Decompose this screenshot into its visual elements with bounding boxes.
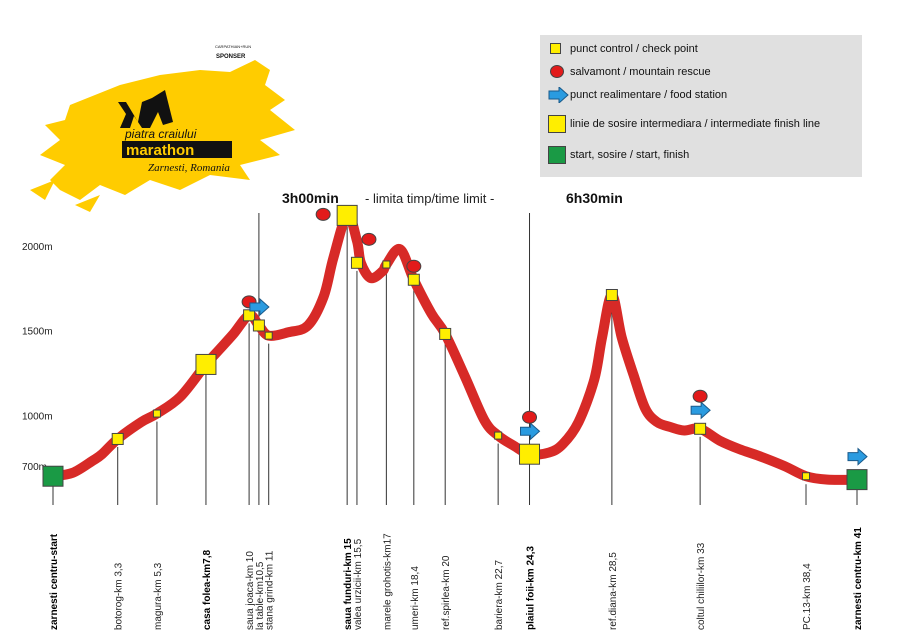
y-tick-label: 2000m (22, 242, 53, 253)
legend-panel: punct control / check point salvamont / … (540, 35, 862, 177)
checkpoint-marker (846, 469, 868, 491)
checkpoint-marker (382, 260, 391, 269)
legend-checkpoint-label: punct control / check point (570, 43, 698, 55)
checkpoint-square-icon (550, 43, 561, 54)
checkpoint-label: zarnesti centru-start (49, 533, 60, 630)
food-arrow-icon (548, 87, 569, 103)
time-limit-3h: 3h00min (282, 190, 339, 206)
checkpoint-marker (195, 353, 217, 375)
checkpoint-label: PC.13-km 38,4 (802, 563, 813, 630)
time-limit-6h: 6h30min (566, 190, 623, 206)
logo-line1: piatra craiului (124, 127, 197, 141)
food-station-arrow (249, 297, 270, 317)
checkpoint-label: umeri-km 18,4 (410, 566, 421, 630)
checkpoint-marker (350, 256, 363, 269)
time-limit-caption: - limita timp/time limit - (365, 191, 494, 206)
legend-food-label: punct realimentare / food station (570, 89, 728, 101)
logo-splash-drops (30, 180, 100, 212)
checkpoint-label: plaiul foii-km 24,3 (526, 546, 537, 630)
checkpoint-label: magura-km 5,3 (153, 562, 164, 630)
y-axis: 700m 1000m 1500m 2000m (22, 242, 53, 473)
checkpoint-label: saua funduri-km 15 (343, 538, 354, 630)
checkpoint-marker (494, 431, 503, 440)
checkpoint-label: stana grind-km 11 (265, 550, 276, 630)
logo-line3: Zarnesti, Romania (148, 162, 230, 174)
logo-yellow-splash (40, 60, 295, 200)
legend-start: start, sosire / start, finish (540, 146, 689, 164)
y-tick-label: 1000m (22, 411, 53, 422)
mountain-rescue-dot (406, 259, 422, 273)
checkpoint-label: coltul chiliilor-km 33 (696, 542, 707, 630)
food-station-arrow (520, 422, 541, 441)
legend-rescue-label: salvamont / mountain rescue (570, 66, 711, 78)
legend-food: punct realimentare / food station (540, 86, 727, 104)
start-square-icon (548, 146, 566, 164)
checkpoint-label: zarnesti centru-km 41 (853, 527, 864, 630)
checkpoint-marker (264, 331, 273, 340)
marathon-logo: piatra craiului marathon Zarnesti, Roman… (30, 30, 300, 215)
checkpoint-marker (519, 443, 541, 465)
legend-intermediate-label: linie de sosire intermediara / intermedi… (570, 118, 821, 130)
checkpoint-labels: zarnesti centru-start botorog-km 3,3 magur… (49, 527, 864, 630)
checkpoint-label: ref.diana-km 28,5 (608, 552, 619, 630)
checkpoint-label: botorog-km 3,3 (114, 562, 125, 630)
checkpoint-markers (42, 204, 868, 491)
checkpoint-droplines (52, 213, 858, 505)
checkpoint-marker (605, 288, 618, 301)
checkpoint-label: bariera-km 22,7 (494, 560, 505, 630)
logo-graphic: piatra craiului marathon Zarnesti, Roman… (30, 44, 295, 212)
checkpoint-marker (252, 319, 265, 332)
rescue-dot-icon (550, 65, 564, 78)
y-tick-label: 700m (22, 462, 47, 473)
mountain-rescue-dot (361, 232, 377, 246)
food-station-arrow (690, 401, 711, 420)
checkpoint-marker (802, 472, 811, 481)
checkpoint-marker (243, 309, 256, 322)
checkpoint-marker (42, 465, 64, 487)
checkpoint-marker (152, 409, 161, 418)
food-station-arrow (847, 447, 868, 466)
checkpoint-marker (111, 432, 124, 445)
time-limit-header: 3h00min - limita timp/time limit - 6h30m… (282, 190, 623, 206)
legend-checkpoint: punct control / check point (540, 40, 698, 58)
checkpoint-marker (407, 273, 420, 286)
checkpoint-label: casa folea-km7,8 (202, 550, 213, 630)
mountain-rescue-dot (315, 207, 331, 221)
mountain-rescue-dot (692, 389, 708, 403)
logo-cm-mark (118, 90, 173, 128)
legend-intermediate: linie de sosire intermediara / intermedi… (540, 115, 820, 133)
logo-bar (122, 141, 232, 158)
checkpoint-marker (694, 422, 707, 435)
mountain-rescue-dot (522, 410, 538, 424)
legend-start-label: start, sosire / start, finish (570, 149, 690, 161)
sponsor-top: CARPATHIAN+RUN (215, 44, 251, 49)
checkpoint-label: valea urzicii-km 15,5 (353, 538, 364, 630)
legend-rescue: salvamont / mountain rescue (540, 63, 711, 81)
checkpoint-marker (336, 204, 358, 226)
y-tick-label: 1500m (22, 327, 53, 338)
logo-line2: marathon (126, 142, 194, 159)
checkpoint-label: la table-km10,5 (255, 561, 266, 630)
checkpoint-label: marele grohotis-km17 (382, 533, 393, 630)
elevation-profile-line (48, 210, 862, 485)
checkpoint-label: ref.spirlea-km 20 (441, 555, 452, 630)
intermediate-square-icon (548, 115, 566, 133)
checkpoint-marker (439, 327, 452, 340)
checkpoint-label: saua joaca-km 10 (245, 551, 256, 630)
sponsor-text: SPONSER (216, 54, 246, 60)
